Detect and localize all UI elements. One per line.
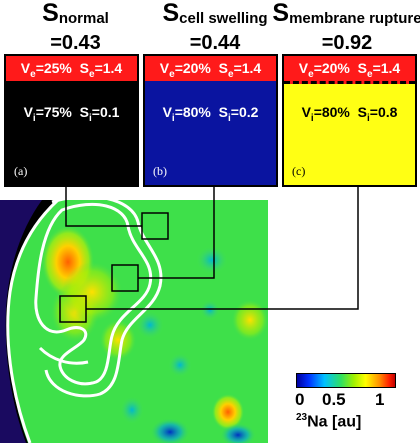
panel-membrane-rupture: Ve=20% Se=1.4 Vi=80% Si=0.8 (c) <box>282 54 417 187</box>
title-normal: Snormal =0.43 <box>42 0 109 54</box>
lesion-contour <box>34 202 153 386</box>
extracellular-band: Ve=20% Se=1.4 <box>145 56 276 81</box>
colorbar-tick-0: 0 <box>295 390 305 409</box>
panel-normal: Ve=25% Se=1.4 Vi=75% Si=0.1 (a) <box>4 54 139 187</box>
extracellular-band: Ve=25% Se=1.4 <box>6 56 137 81</box>
colorbar-unit: 23Na [au] <box>296 412 362 431</box>
intracellular-values: Vi=80% Si=0.8 <box>301 104 398 124</box>
intracellular-values: Vi=75% Si=0.1 <box>23 104 120 124</box>
outside-region <box>0 200 60 443</box>
title-cell-swelling: Scell swelling =0.44 <box>162 0 268 54</box>
connector-membrane-rupture <box>86 187 359 310</box>
roi-box-cell-swelling <box>111 264 139 292</box>
sodium-map <box>0 200 268 443</box>
connector-cell-swelling <box>138 187 215 279</box>
roi-box-normal <box>141 212 169 240</box>
extracellular-band: Ve=20% Se=1.4 <box>284 56 415 84</box>
panel-cell-swelling: Ve=20% Se=1.4 Vi=80% Si=0.2 (b) <box>143 54 278 187</box>
panel-tag: (c) <box>292 164 306 178</box>
title-membrane-rupture: Smembrane rupture =0.92 <box>272 0 420 54</box>
panel-tag: (b) <box>153 164 167 178</box>
panel-tag: (a) <box>14 164 28 178</box>
connector-normal <box>65 187 142 227</box>
colorbar <box>296 373 396 388</box>
colorbar-tick-0-5: 0.5 <box>322 390 346 409</box>
intracellular-values: Vi=80% Si=0.2 <box>162 104 259 124</box>
roi-box-membrane-rupture <box>59 295 87 323</box>
colorbar-tick-1: 1 <box>375 390 385 409</box>
